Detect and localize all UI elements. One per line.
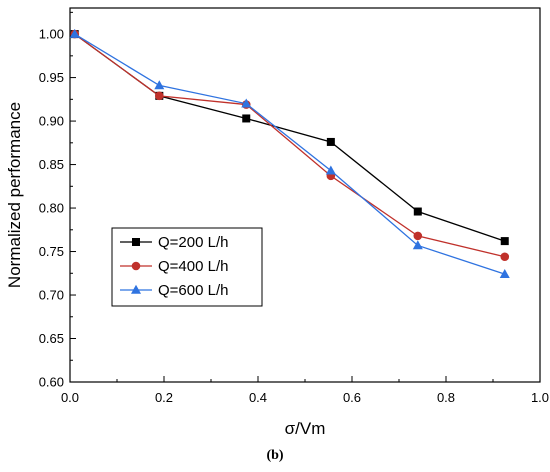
data-point (500, 252, 510, 262)
legend-marker (131, 284, 141, 294)
x-tick-label: 0.2 (155, 390, 173, 405)
axes: 0.0 0.2 0.4 0.6 0.8 1.0 0.60 0.65 0.70 0.75 0.80 0.… (5, 7, 549, 438)
data-point (325, 165, 336, 175)
y-tick-label: 0.90 (39, 114, 64, 129)
y-axis-title: Normalized performance (5, 102, 24, 288)
data-point (242, 114, 251, 123)
y-tick-label: 0.85 (39, 157, 64, 172)
series-line (74, 33, 505, 258)
data-point (69, 28, 80, 38)
series-3 (69, 28, 510, 278)
legend-label: Q=600 L/h (158, 282, 228, 299)
legend-marker (131, 261, 141, 271)
x-tick-label: 0.0 (61, 390, 79, 405)
y-tick-label: 0.95 (39, 70, 64, 85)
y-tick-label: 1.00 (39, 27, 64, 42)
legend: Q=200 L/h Q=400 L/h Q=600 L/h (111, 227, 263, 307)
x-tick-label: 0.8 (437, 390, 455, 405)
series-line (74, 33, 505, 275)
x-tick-label: 1.0 (531, 390, 549, 405)
y-tick-label: 0.65 (39, 331, 64, 346)
data-point (500, 237, 509, 246)
data-point (155, 91, 164, 101)
x-tick-label: 0.6 (343, 390, 361, 405)
y-tick-label: 0.75 (39, 244, 64, 259)
series-2 (70, 29, 510, 262)
plot-frame (69, 7, 541, 383)
data-point (499, 268, 510, 278)
data-point (413, 231, 423, 241)
data-point (412, 240, 423, 250)
data-point (326, 137, 335, 146)
x-tick-label: 0.4 (249, 390, 267, 405)
series-layer (69, 28, 510, 278)
y-tick-label: 0.80 (39, 201, 64, 216)
y-tick-label: 0.70 (39, 288, 64, 303)
x-axis-title: σ/Vm (285, 419, 326, 438)
figure-caption: (b) (266, 448, 284, 463)
legend-marker (132, 238, 140, 246)
y-tick-label: 0.60 (39, 375, 64, 390)
data-point (241, 98, 252, 108)
data-point (154, 80, 165, 90)
legend-label: Q=400 L/h (158, 258, 228, 275)
legend-label: Q=200 L/h (158, 234, 228, 251)
data-point (413, 207, 422, 216)
